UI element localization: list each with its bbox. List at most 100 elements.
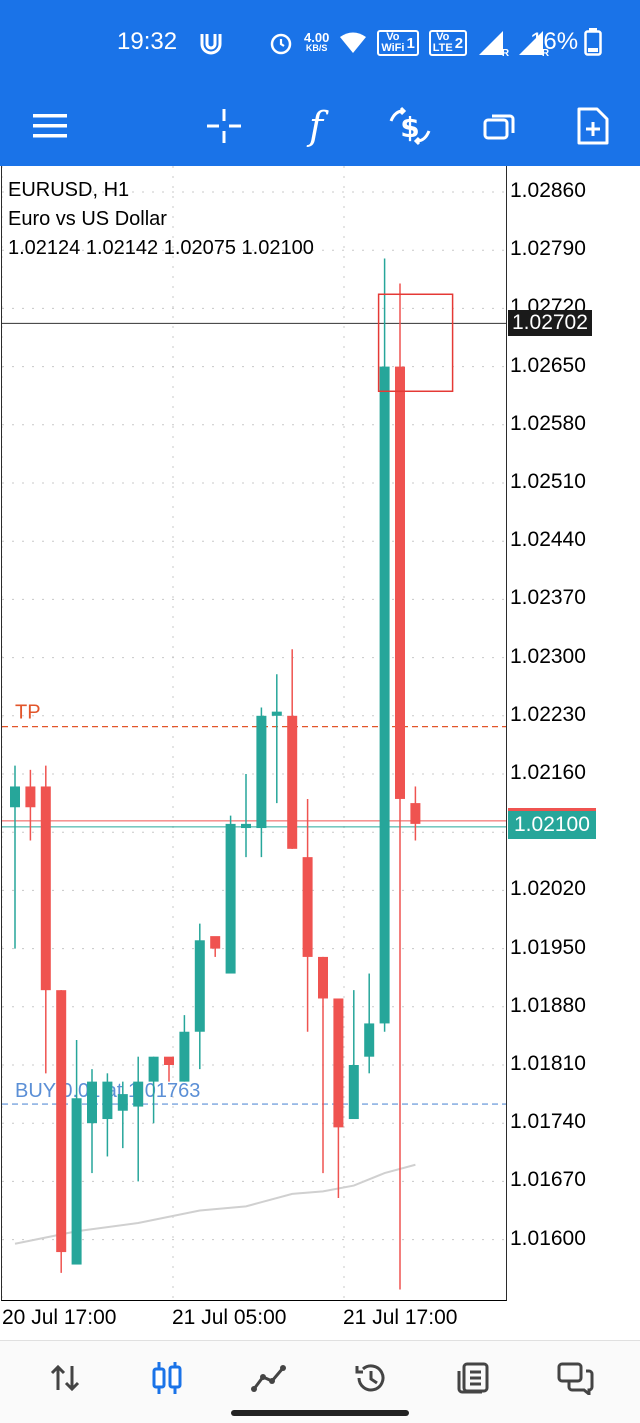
quotes-icon	[50, 1364, 80, 1392]
candle-body	[318, 956, 328, 999]
price-axis[interactable]: 1.02860 1.02790 1.02720 1.02650 1.02580 1.025…	[506, 166, 640, 1300]
current-price-tag: 1.02100	[508, 807, 596, 839]
crosshair-icon	[207, 109, 241, 143]
menu-button[interactable]	[18, 94, 82, 158]
battery-percentage: 16%	[530, 28, 579, 55]
home-indicator	[231, 1410, 409, 1416]
candle-body	[379, 366, 390, 1024]
candle-body	[133, 1081, 144, 1107]
candle-body	[241, 823, 251, 829]
wifi-calling-badge: Vo WiFi 1	[377, 30, 419, 56]
journal-icon	[457, 1362, 489, 1394]
price-label: 1.02230	[510, 702, 586, 726]
indicators-icon: f	[308, 104, 324, 148]
nav-quotes[interactable]	[37, 1355, 93, 1401]
signal-icon: R	[477, 29, 509, 59]
candle-body	[87, 1081, 97, 1124]
price-label: 1.01950	[510, 935, 586, 959]
nav-chart[interactable]	[139, 1355, 195, 1401]
chart-icon	[152, 1362, 182, 1394]
candle-body	[348, 1065, 359, 1120]
candle-body	[117, 1094, 128, 1111]
signal-icon-2: R	[517, 29, 549, 59]
candle-body	[40, 786, 51, 991]
price-label: 1.02510	[510, 470, 586, 493]
status-time: 19:32	[117, 28, 178, 55]
nav-journal[interactable]	[445, 1355, 501, 1401]
volte-badge: Vo LTE 2	[428, 30, 468, 56]
time-axis: 20 Jul 17:00 21 Jul 05:00 21 Jul 17:00	[0, 1300, 640, 1340]
nav-trade[interactable]	[241, 1355, 297, 1401]
time-label: 21 Jul 05:00	[172, 1306, 287, 1329]
candle-body	[302, 857, 313, 957]
candle-body	[256, 715, 267, 829]
indicators-button[interactable]: f	[284, 94, 348, 158]
symbol-description: Euro vs US Dollar	[8, 208, 167, 230]
candle-body	[56, 990, 67, 1253]
chart-area[interactable]: TP BUY 0.01 at 1.01763	[1, 166, 507, 1301]
new-order-button[interactable]	[561, 94, 625, 158]
trade-button[interactable]: $	[378, 94, 442, 158]
take-profit-label: TP	[15, 702, 41, 724]
windows-button[interactable]	[468, 94, 532, 158]
candle-body	[25, 786, 36, 808]
price-label: 1.02020	[510, 877, 586, 901]
price-label: 1.01670	[510, 1168, 586, 1192]
price-label: 1.02300	[510, 644, 586, 668]
candle-body	[164, 1056, 174, 1065]
moving-average-line	[14, 1163, 416, 1245]
price-label: 1.01740	[510, 1110, 586, 1134]
wifi-icon	[340, 32, 367, 53]
symbol-line: EURUSD, H1	[8, 179, 130, 201]
messages-icon	[557, 1362, 594, 1395]
price-label: 1.02160	[510, 761, 586, 784]
candle-body	[225, 823, 236, 974]
price-label: 1.02790	[510, 237, 586, 261]
time-label: 21 Jul 17:00	[343, 1306, 458, 1329]
rectangle-object	[377, 293, 454, 393]
candle-body	[395, 366, 405, 799]
trade-icon: $	[389, 106, 431, 146]
battery-icon	[584, 28, 602, 56]
chart-info: EURUSD, H1 Euro vs US Dollar 1.02124 1.0…	[8, 176, 314, 263]
windows-icon	[483, 114, 515, 140]
trade-chart-icon	[251, 1365, 286, 1392]
chart-toolbar: f $	[0, 86, 640, 166]
candle-body	[179, 1031, 190, 1082]
price-label: 1.02650	[510, 353, 586, 377]
candle-body	[210, 936, 221, 949]
price-label: 1.01880	[510, 993, 586, 1017]
candle-body	[71, 1098, 82, 1265]
candle-body	[148, 1056, 159, 1082]
price-label: 1.02580	[510, 411, 586, 435]
svg-text:$: $	[400, 111, 419, 144]
candle-body	[271, 711, 282, 716]
status-bar: 19:32 4.00 KB/S Vo WiFi 1 Vo LTE 2 R	[0, 0, 640, 86]
price-label: 1.02440	[510, 528, 586, 552]
nav-messages[interactable]	[547, 1355, 603, 1401]
candle-body	[364, 1023, 375, 1057]
candle-body	[10, 786, 20, 808]
time-label: 20 Jul 17:00	[2, 1306, 117, 1329]
history-icon	[355, 1364, 385, 1392]
candle-body	[410, 803, 421, 824]
candle-body	[194, 940, 205, 1032]
network-speed: 4.00 KB/S	[304, 30, 330, 53]
status-icons: 4.00 KB/S Vo WiFi 1 Vo LTE 2 R R	[196, 26, 549, 60]
price-label: 1.01600	[510, 1226, 586, 1250]
menu-icon	[33, 114, 67, 138]
candle-body	[287, 715, 298, 849]
price-label: 1.02860	[510, 179, 586, 202]
ohlc-line: 1.02124 1.02142 1.02075 1.02100	[8, 237, 314, 259]
alarm-icon	[270, 33, 292, 55]
candle-body	[333, 998, 344, 1128]
new-order-icon	[577, 107, 609, 145]
crosshair-button[interactable]	[192, 94, 256, 158]
price-label: 1.01810	[510, 1052, 586, 1075]
nav-history[interactable]	[343, 1355, 399, 1401]
price-label: 1.02370	[510, 586, 586, 610]
bottom-navigation	[0, 1340, 640, 1423]
candle-body	[102, 1081, 113, 1120]
price-level-tag: 1.02702	[508, 310, 592, 337]
